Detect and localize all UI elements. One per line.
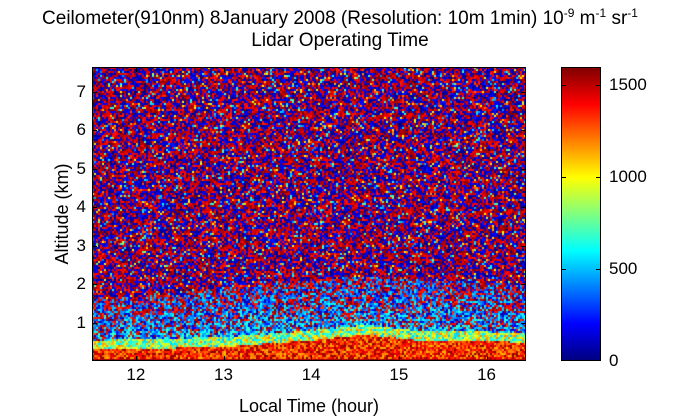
x-tick-top xyxy=(223,67,225,72)
y-tick-label: 2 xyxy=(76,274,86,294)
colorbar-tick-left xyxy=(561,85,566,87)
x-tick-label: 12 xyxy=(126,365,146,384)
x-tick-top xyxy=(486,67,488,72)
colorbar-tick-left xyxy=(561,360,566,361)
y-tick-right xyxy=(521,91,526,93)
y-tick-label: 4 xyxy=(76,197,86,217)
y-tick-label: 1 xyxy=(76,312,86,332)
y-tick xyxy=(92,322,97,324)
colorbar-tick-label: 0 xyxy=(609,351,619,370)
x-tick-top xyxy=(398,67,400,72)
y-axis-label: Altitude (km) xyxy=(52,163,72,265)
x-tick-top xyxy=(135,67,137,72)
colorbar xyxy=(561,67,601,361)
x-tick-label: 16 xyxy=(477,365,496,384)
y-tick-right xyxy=(521,284,526,286)
colorbar-tick xyxy=(596,177,601,179)
x-tick xyxy=(311,356,313,361)
colorbar-tick-label: 1000 xyxy=(609,167,647,187)
x-tick xyxy=(135,356,137,361)
y-tick-label: 3 xyxy=(76,235,86,255)
y-tick xyxy=(92,168,97,170)
colorbar-tick xyxy=(596,85,601,87)
colorbar-tick-left xyxy=(561,269,566,271)
colorbar-tick-label: 1500 xyxy=(609,75,647,95)
y-tick-right xyxy=(521,168,526,170)
y-tick xyxy=(92,91,97,93)
y-tick xyxy=(92,284,97,286)
chart-subtitle: Lidar Operating Time xyxy=(251,30,429,51)
y-tick-right xyxy=(521,322,526,324)
y-tick-label: 5 xyxy=(76,158,86,178)
y-tick-right xyxy=(521,130,526,132)
y-tick-right xyxy=(521,207,526,209)
y-tick xyxy=(92,130,97,132)
x-tick-label: 15 xyxy=(389,365,409,384)
colorbar-tick-left xyxy=(561,177,566,179)
y-tick xyxy=(92,245,97,247)
y-tick-label: 7 xyxy=(76,81,86,101)
y-tick-label: 6 xyxy=(76,120,86,140)
colorbar-tick xyxy=(596,269,601,271)
x-axis-label: Local Time (hour) xyxy=(238,396,380,416)
colorbar-tick-label: 500 xyxy=(609,259,638,279)
x-tick xyxy=(486,356,488,361)
x-tick xyxy=(223,356,225,361)
x-tick-top xyxy=(311,67,313,72)
y-tick-right xyxy=(521,245,526,247)
x-tick-label: 13 xyxy=(214,365,233,384)
colorbar-tick xyxy=(596,360,601,361)
x-tick xyxy=(398,356,400,361)
y-tick xyxy=(92,207,97,209)
x-tick-label: 14 xyxy=(301,365,321,384)
heatmap-plot-area xyxy=(92,67,526,361)
chart-title: Ceilometer(910nm) 8January 2008 (Resolut… xyxy=(42,6,638,29)
